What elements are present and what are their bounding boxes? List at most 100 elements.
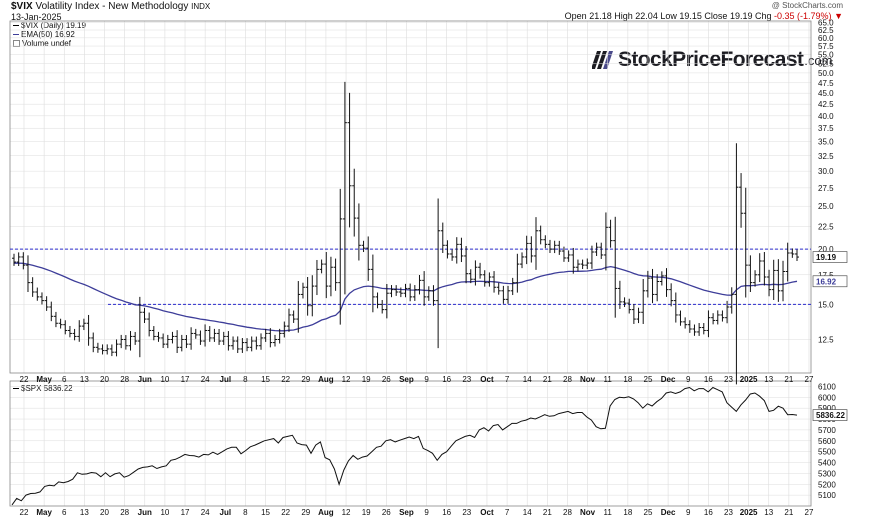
vix-y-tick-label: 50.0 — [818, 69, 834, 78]
vix-y-tick-label: 25.0 — [818, 202, 834, 211]
vix-ohlc-bar — [58, 318, 63, 329]
vix-y-tick-label: 37.5 — [818, 124, 834, 133]
vix-ohlc-bar — [380, 299, 385, 314]
vix-ohlc-bar — [249, 336, 254, 352]
vix-ohlc-bar — [352, 168, 357, 237]
vix-ohlc-bar — [375, 292, 380, 309]
vix-ohlc-bar — [790, 248, 795, 258]
spx-x-tick-label: 16 — [704, 508, 713, 517]
spx-x-tick-label: 17 — [181, 508, 190, 517]
spx-swatch-icon — [13, 388, 19, 390]
vix-ohlc-bar — [95, 342, 100, 353]
vix-y-tick-label: 65.0 — [818, 18, 834, 27]
vix-x-tick-label: 20 — [100, 375, 109, 384]
vix-ohlc-bar — [165, 334, 170, 349]
open-label: Open — [564, 11, 587, 21]
vix-ohlc-bar — [594, 242, 599, 256]
vix-x-tick-label: 14 — [523, 375, 532, 384]
vix-last-value-box-text: 19.19 — [816, 253, 837, 262]
spx-y-tick-label: 5900 — [818, 404, 836, 413]
vix-ohlc-bar — [240, 338, 245, 353]
vix-ohlc-bar — [487, 272, 492, 287]
vix-ohlc-bar — [314, 259, 319, 296]
legend-volume-label: Volume undef — [22, 39, 71, 48]
vix-ohlc-bar — [254, 336, 259, 350]
vix-ohlc-bar — [748, 255, 753, 293]
vix-ohlc-bar — [520, 252, 525, 269]
vix-x-tick-label: 22 — [20, 375, 29, 384]
vix-ohlc-bar — [422, 271, 427, 306]
vix-ohlc-bar — [324, 252, 329, 299]
vix-ohlc-bar — [408, 283, 413, 302]
vix-ohlc-bar — [529, 236, 534, 263]
vix-ohlc-bar — [445, 240, 450, 259]
vix-x-tick-label: 19 — [362, 375, 371, 384]
vix-ohlc-bar — [49, 301, 54, 322]
vix-ohlc-bar — [659, 271, 664, 286]
spx-x-tick-label: 24 — [201, 508, 210, 517]
spx-legend-label: $SPX 5836.22 — [21, 384, 73, 393]
vix-ohlc-bar — [585, 258, 590, 270]
chart-legend: $VIX (Daily) 19.19 EMA(50) 16.92 Volume … — [13, 21, 86, 48]
vix-ohlc-bar — [361, 240, 366, 253]
vix-ohlc-bar — [478, 262, 483, 279]
vix-ohlc-bar — [608, 219, 613, 248]
vix-ohlc-bar — [762, 252, 767, 286]
vix-x-tick-label: Jul — [220, 375, 232, 384]
vix-ohlc-bar — [268, 328, 273, 348]
legend-volume: Volume undef — [13, 39, 86, 48]
spx-x-tick-label: 29 — [301, 508, 310, 517]
vix-ohlc-bar — [543, 235, 548, 249]
spx-x-tick-label: Sep — [399, 508, 414, 517]
chart-date: 13-Jan-2025 — [11, 12, 62, 22]
vix-ohlc-bar — [571, 247, 576, 274]
vix-ohlc-bar — [39, 292, 44, 305]
spx-x-tick-label: May — [36, 508, 52, 517]
vix-ohlc-bar — [333, 258, 338, 291]
spx-x-tick-label: 8 — [243, 508, 248, 517]
vix-ohlc-bar — [91, 332, 96, 353]
vix-ohlc-bar — [743, 187, 748, 298]
spx-panel-frame — [9, 380, 812, 507]
vix-ohlc-bar — [482, 270, 487, 287]
vix-y-tick-label: 15.0 — [818, 300, 834, 309]
vix-x-tick-label: 16 — [704, 375, 713, 384]
vix-y-tick-label: 45.0 — [818, 89, 834, 98]
vix-ohlc-bar — [627, 298, 632, 314]
vix-ohlc-bar — [53, 311, 58, 328]
vix-last-value-box: 19.19 — [812, 251, 848, 263]
vix-y-tick-label: 52.5 — [818, 60, 834, 69]
vix-ohlc-bar — [524, 235, 529, 265]
volume-swatch-icon — [13, 40, 20, 48]
legend-vix-label: $VIX (Daily) 19.19 — [21, 21, 86, 30]
spx-x-tick-label: 22 — [20, 508, 29, 517]
vix-ohlc-bar — [291, 310, 296, 323]
vix-x-tick-label: 12 — [342, 375, 351, 384]
grid — [10, 21, 811, 506]
vix-ohlc-bar — [221, 331, 226, 345]
vix-ohlc-bar — [729, 287, 734, 314]
low-value: 19.15 — [679, 11, 702, 21]
vix-ohlc-bar — [347, 92, 352, 228]
vix-ohlc-bar — [440, 222, 445, 253]
vix-ohlc-bar — [72, 328, 77, 341]
vix-ohlc-bar — [767, 269, 772, 297]
spx-y-tick-label: 6000 — [818, 393, 836, 402]
vix-ohlc-bar — [547, 239, 552, 253]
vix-x-tick-label: 9 — [424, 375, 429, 384]
spx-y-tick-label: 6100 — [818, 382, 836, 391]
vix-ohlc-bar — [715, 310, 720, 325]
spx-legend: $SPX 5836.22 — [13, 384, 73, 393]
vix-ohlc-bar — [436, 198, 441, 349]
spx-x-tick-label: 9 — [686, 508, 691, 517]
vix-ohlc-bar — [235, 336, 240, 354]
vix-ohlc-bar — [538, 225, 543, 245]
vix-x-tick-label: 29 — [301, 375, 310, 384]
vix-ohlc-bar — [259, 333, 264, 350]
vix-ohlc-bar — [310, 275, 315, 317]
vix-ohlc-bar — [492, 271, 497, 293]
vix-ohlc-bar — [119, 334, 124, 349]
spx-x-tick-label: 23 — [724, 508, 733, 517]
vix-y-tick-label: 27.5 — [818, 184, 834, 193]
